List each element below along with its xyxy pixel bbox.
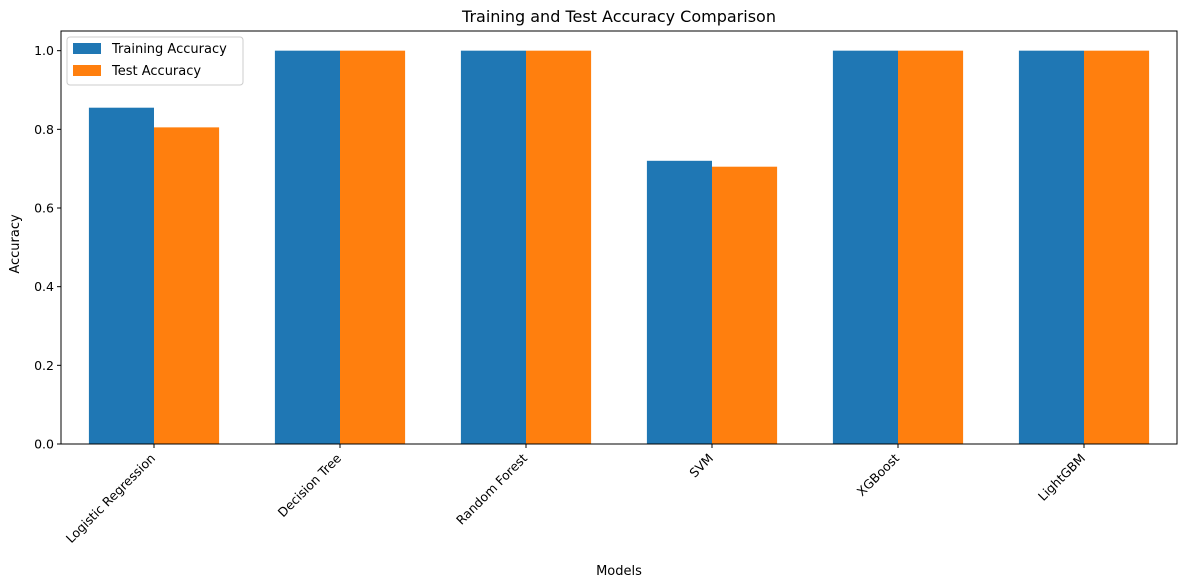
y-tick-label: 0.8	[34, 122, 54, 137]
legend-label-test: Test Accuracy	[111, 64, 201, 79]
y-axis-label: Accuracy	[8, 214, 23, 274]
x-tick-label: SVM	[686, 451, 716, 481]
x-axis-ticks: Logistic Regression Decision Tree Random F…	[63, 444, 1088, 546]
bar-training-5	[1019, 51, 1084, 444]
y-tick-label: 1.0	[34, 43, 54, 58]
legend-swatch-training	[73, 43, 101, 54]
bar-test-1	[340, 51, 405, 444]
x-tick-label: XGBoost	[854, 450, 903, 499]
bar-test-0	[154, 127, 219, 444]
y-tick-label: 0.4	[34, 279, 54, 294]
plot-frame	[61, 31, 1177, 444]
y-axis-ticks: 0.0 0.2 0.4 0.6 0.8 1.0	[34, 43, 61, 451]
legend: Training Accuracy Test Accuracy	[67, 37, 243, 85]
x-axis-label: Models	[596, 564, 642, 579]
legend-swatch-test	[73, 65, 101, 76]
y-tick-label: 0.0	[34, 437, 54, 452]
bar-training-4	[833, 51, 898, 444]
bar-training-0	[89, 108, 154, 444]
chart-title: Training and Test Accuracy Comparison	[461, 7, 776, 26]
x-tick-label: Random Forest	[453, 450, 530, 527]
x-tick-label: Logistic Regression	[63, 451, 158, 546]
bar-training-2	[461, 51, 526, 444]
bars-group	[89, 51, 1149, 444]
bar-test-4	[898, 51, 963, 444]
bar-test-2	[526, 51, 591, 444]
y-tick-label: 0.2	[34, 358, 54, 373]
bar-training-3	[647, 161, 712, 444]
bar-test-5	[1084, 51, 1149, 444]
x-tick-label: LightGBM	[1035, 451, 1088, 504]
bar-test-3	[712, 167, 777, 444]
y-tick-label: 0.6	[34, 201, 54, 216]
legend-label-training: Training Accuracy	[111, 42, 227, 57]
bar-training-1	[275, 51, 340, 444]
x-tick-label: Decision Tree	[275, 450, 345, 520]
